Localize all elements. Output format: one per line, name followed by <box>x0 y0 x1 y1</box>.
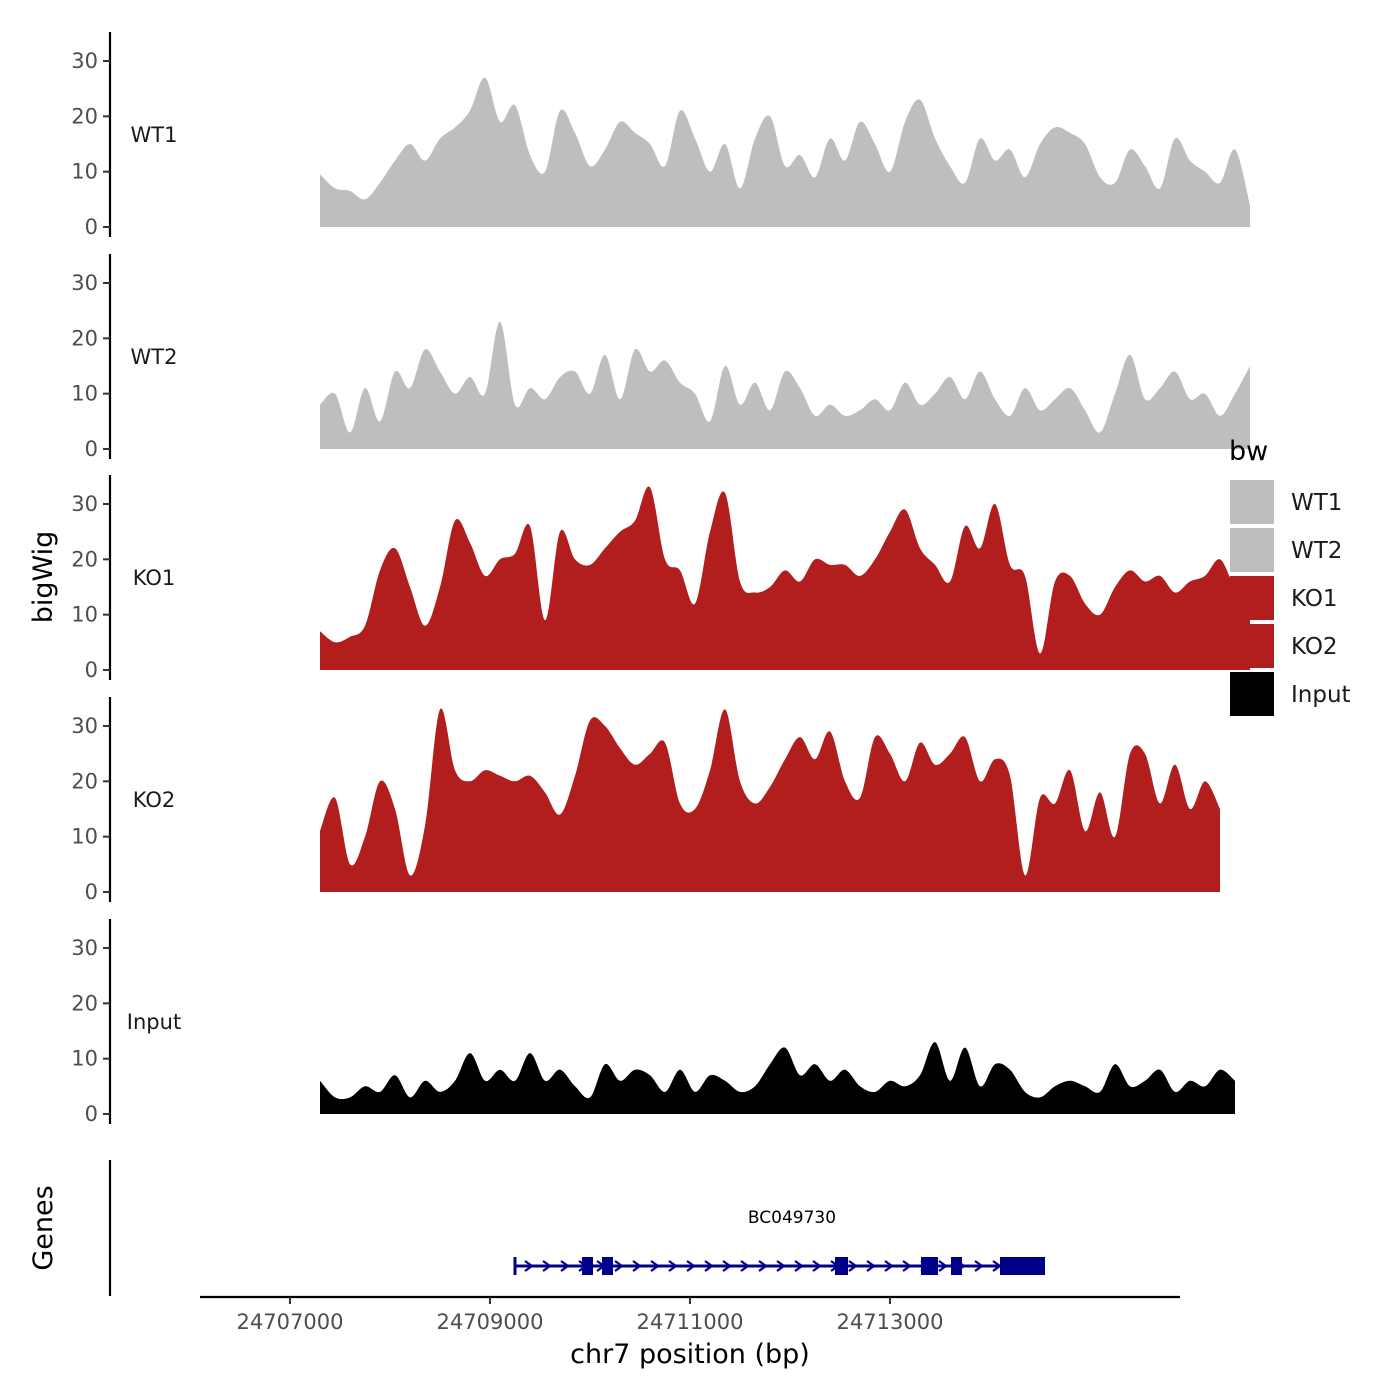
panel-ko2: 0 10 20 30 KO2 <box>71 697 1220 904</box>
strand-arrow <box>668 1260 678 1272</box>
y-tick-label: 30 <box>71 49 98 73</box>
strand-arrow <box>776 1260 786 1272</box>
y-tick-label: 30 <box>71 271 98 295</box>
strand-arrow <box>974 1260 984 1272</box>
strand-arrow <box>722 1260 732 1272</box>
strand-arrow <box>542 1260 552 1272</box>
y-tick-label: 0 <box>85 880 98 904</box>
legend-key-wt1 <box>1230 480 1274 524</box>
genes-axis-title: Genes <box>28 1185 59 1270</box>
y-tick-label: 30 <box>71 936 98 960</box>
panel-wt1: 0 10 20 30 WT1 <box>71 32 1250 239</box>
strand-arrow <box>740 1260 750 1272</box>
area-ko2 <box>320 708 1220 892</box>
y-tick-label: 10 <box>71 382 98 406</box>
strand-arrow <box>524 1260 534 1272</box>
legend-key-wt2 <box>1230 528 1274 572</box>
track-label: Input <box>127 1010 181 1034</box>
strand-arrow <box>794 1260 804 1272</box>
legend-label: Input <box>1291 682 1351 708</box>
y-axis-title: bigWig <box>28 531 59 624</box>
gene-exon <box>582 1257 593 1275</box>
strand-arrow <box>812 1260 822 1272</box>
gene-exon <box>835 1257 848 1275</box>
y-tick-label: 10 <box>71 160 98 184</box>
x-tick-label: 24709000 <box>437 1310 544 1334</box>
gene-panel: BC049730 <box>108 1160 1045 1296</box>
y-tick-label: 0 <box>85 658 98 682</box>
y-tick-label: 20 <box>71 991 98 1015</box>
y-tick-label: 0 <box>85 215 98 239</box>
y-tick-label: 0 <box>85 1102 98 1126</box>
area-wt2 <box>320 321 1250 449</box>
x-tick-label: 24711000 <box>637 1310 744 1334</box>
panel-wt2: 0 10 20 30 WT2 <box>71 254 1250 461</box>
track-panels: 0 10 20 30 WT1 0 10 20 30 WT2 0 10 20 30 KO1 0 10 20 30 KO2… <box>71 32 1250 1126</box>
y-tick-label: 20 <box>71 104 98 128</box>
area-ko1 <box>320 486 1250 670</box>
strand-arrow <box>758 1260 768 1272</box>
y-tick-label: 20 <box>71 326 98 350</box>
y-tick-label: 20 <box>71 769 98 793</box>
panel-ko1: 0 10 20 30 KO1 <box>71 475 1250 682</box>
y-tick-label: 0 <box>85 437 98 461</box>
gene-exon <box>951 1257 962 1275</box>
legend-label: WT1 <box>1291 490 1342 516</box>
panel-input: 0 10 20 30 Input <box>71 919 1235 1126</box>
gene-exon <box>1000 1257 1045 1275</box>
strand-arrow <box>902 1260 912 1272</box>
x-axis-title: chr7 position (bp) <box>570 1339 810 1370</box>
legend-key-input <box>1230 672 1274 716</box>
y-tick-label: 30 <box>71 492 98 516</box>
x-tick-label: 24707000 <box>237 1310 344 1334</box>
gene-exon <box>602 1257 613 1275</box>
track-label: WT2 <box>131 345 178 369</box>
strand-arrow <box>560 1260 570 1272</box>
strand-arrow <box>938 1260 948 1272</box>
strand-arrow <box>632 1260 642 1272</box>
x-tick-label: 24713000 <box>837 1310 944 1334</box>
legend-title: bw <box>1229 436 1268 467</box>
strand-arrow <box>650 1260 660 1272</box>
legend: bw WT1 WT2 KO1 KO2 Input <box>1229 436 1351 716</box>
area-input <box>320 1042 1235 1114</box>
strand-arrow <box>686 1260 696 1272</box>
legend-label: KO1 <box>1291 586 1338 612</box>
strand-arrow <box>614 1260 624 1272</box>
legend-key-ko2 <box>1230 624 1274 668</box>
y-tick-label: 20 <box>71 547 98 571</box>
x-axis: 24707000 24709000 24711000 24713000 <box>200 1295 1180 1334</box>
track-label: WT1 <box>131 123 178 147</box>
gene-label: BC049730 <box>748 1208 836 1228</box>
strand-arrow <box>884 1260 894 1272</box>
area-wt1 <box>320 77 1250 228</box>
gene-exon <box>921 1257 938 1275</box>
y-tick-label: 10 <box>71 603 98 627</box>
strand-arrow <box>866 1260 876 1272</box>
y-tick-label: 10 <box>71 1047 98 1071</box>
strand-arrow <box>848 1260 858 1272</box>
strand-arrow <box>704 1260 714 1272</box>
track-label: KO2 <box>133 788 176 812</box>
legend-label: KO2 <box>1291 634 1338 660</box>
legend-key-ko1 <box>1230 576 1274 620</box>
legend-label: WT2 <box>1291 538 1342 564</box>
track-label: KO1 <box>133 566 176 590</box>
y-tick-label: 30 <box>71 714 98 738</box>
y-tick-label: 10 <box>71 825 98 849</box>
